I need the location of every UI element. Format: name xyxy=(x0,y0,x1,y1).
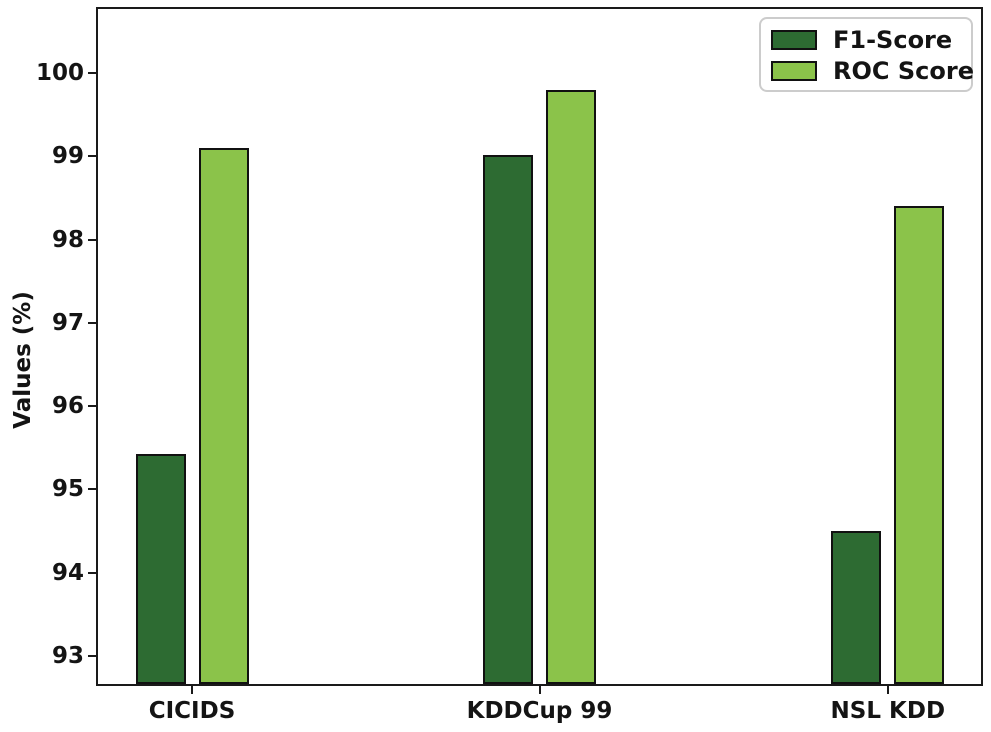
legend-item-f1-score: F1-Score xyxy=(771,24,971,55)
y-tick-mark-100 xyxy=(88,72,96,75)
x-tick-label-kddcup-99: KDDCup 99 xyxy=(466,698,613,724)
y-tick-label-99: 99 xyxy=(51,143,84,170)
legend-item-roc-score: ROC Score xyxy=(771,55,974,86)
legend-label-f1-score: F1-Score xyxy=(833,25,953,54)
x-tick-mark-nsl-kdd xyxy=(886,686,889,694)
y-tick-mark-96 xyxy=(88,405,96,407)
y-tick-label-100: 100 xyxy=(35,60,84,87)
y-axis-label: Values (%) xyxy=(10,291,36,429)
bar-roc-score-cicids xyxy=(198,148,249,684)
y-tick-label-94: 94 xyxy=(51,559,84,586)
legend-swatch-f1-score-icon xyxy=(771,29,817,50)
y-tick-label-96: 96 xyxy=(51,393,84,419)
y-tick-mark-95 xyxy=(88,488,96,491)
y-tick-mark-94 xyxy=(88,571,96,574)
bar-f1-score-cicids xyxy=(135,454,186,684)
bar-roc-score-nsl-kdd xyxy=(894,206,945,684)
bar-f1-score-kddcup-99 xyxy=(483,154,533,684)
y-tick-mark-93 xyxy=(88,654,96,657)
legend-label-roc-score: ROC Score xyxy=(833,56,974,85)
bar-f1-score-nsl-kdd xyxy=(831,530,882,684)
plot-area xyxy=(96,7,983,686)
y-tick-label-93: 93 xyxy=(51,642,84,669)
bar-roc-score-kddcup-99 xyxy=(546,89,596,684)
x-tick-label-nsl-kdd: NSL KDD xyxy=(830,698,946,724)
y-tick-label-98: 98 xyxy=(51,226,84,253)
x-tick-label-cicids: CICIDS xyxy=(148,698,236,724)
y-tick-mark-99 xyxy=(88,155,96,158)
x-tick-mark-cicids xyxy=(191,686,193,694)
y-tick-label-97: 97 xyxy=(51,309,84,336)
x-tick-mark-kddcup-99 xyxy=(538,686,541,694)
legend-swatch-roc-score-icon xyxy=(771,60,817,81)
y-tick-label-95: 95 xyxy=(51,476,84,503)
legend: F1-Score ROC Score xyxy=(759,17,974,92)
y-tick-mark-97 xyxy=(88,321,96,324)
y-tick-mark-98 xyxy=(88,238,96,241)
